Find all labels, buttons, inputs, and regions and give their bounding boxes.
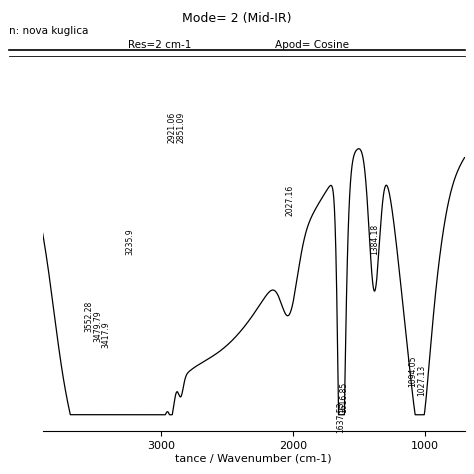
Text: 2027.16: 2027.16 bbox=[285, 184, 294, 216]
Text: n: nova kuglica: n: nova kuglica bbox=[9, 26, 89, 36]
Text: 2851.09: 2851.09 bbox=[176, 111, 185, 143]
Text: 2921.06: 2921.06 bbox=[167, 111, 176, 143]
Text: 3552.28: 3552.28 bbox=[84, 301, 93, 332]
Text: 1027.13: 1027.13 bbox=[417, 365, 426, 396]
Text: 3235.9: 3235.9 bbox=[126, 229, 135, 255]
Text: 1616.85: 1616.85 bbox=[339, 382, 348, 413]
Text: 3417.9: 3417.9 bbox=[102, 322, 111, 348]
X-axis label: tance / Wavenumber (cm-1): tance / Wavenumber (cm-1) bbox=[175, 454, 332, 464]
Text: 1637.53: 1637.53 bbox=[337, 401, 346, 433]
Text: Res=2 cm-1: Res=2 cm-1 bbox=[128, 40, 191, 50]
Text: Mode= 2 (Mid-IR): Mode= 2 (Mid-IR) bbox=[182, 12, 292, 25]
Text: Apod= Cosine: Apod= Cosine bbox=[275, 40, 349, 50]
Text: 3479.79: 3479.79 bbox=[93, 310, 102, 342]
Text: 1094.05: 1094.05 bbox=[408, 355, 417, 386]
Text: 1384.18: 1384.18 bbox=[370, 224, 379, 255]
